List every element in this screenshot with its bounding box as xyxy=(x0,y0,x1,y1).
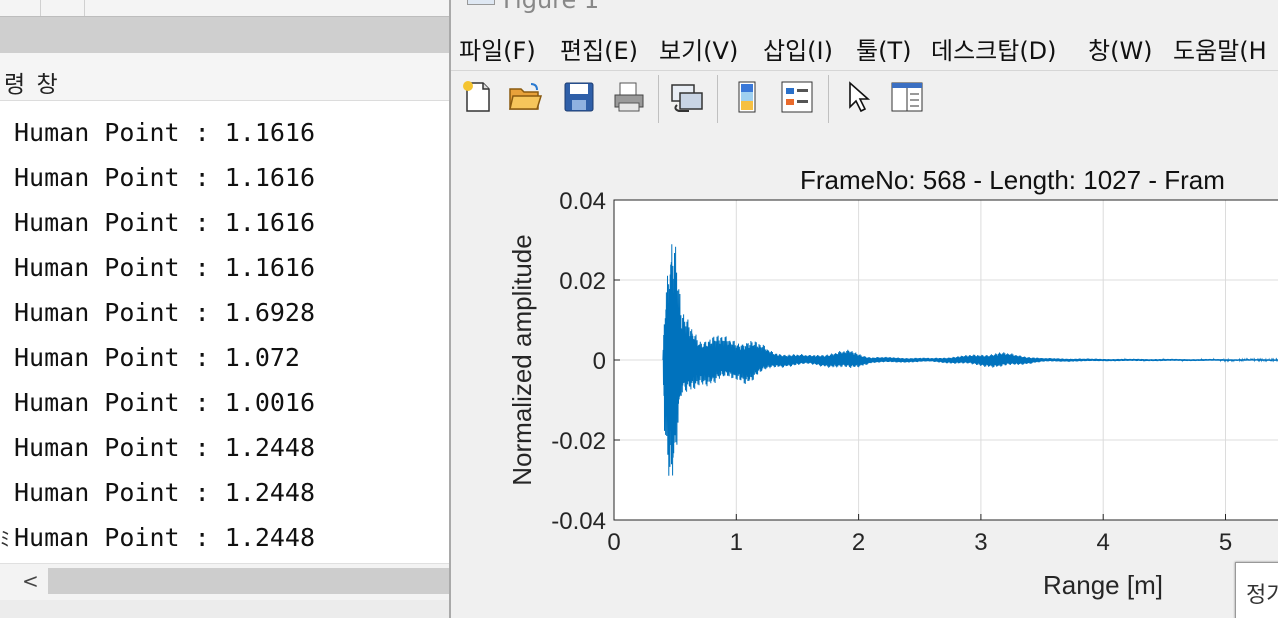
figure-canvas[interactable]: 0 1 2 3 4 5 0.04 0.02 0 -0.02 -0.04 FrameNo: 568 -… xyxy=(451,127,1278,618)
y-tick-label: 0 xyxy=(593,348,606,375)
menu-desktop[interactable]: 데스크탑(D) xyxy=(931,37,1057,65)
command-window: 령 창 Human Point : 1.1616 Human Point : 1… xyxy=(0,0,450,618)
print-icon[interactable] xyxy=(611,79,647,115)
prompt-marker-icon: ﾐ xyxy=(0,527,10,551)
x-tick-label: 5 xyxy=(1219,529,1232,556)
command-window-titlebar: 령 창 xyxy=(0,53,450,101)
figure-window-icon xyxy=(467,0,495,5)
x-tick-label: 2 xyxy=(852,529,865,556)
editor-cell xyxy=(0,0,41,16)
y-tick-label: -0.02 xyxy=(551,428,606,455)
output-line: Human Point : 1.1616 xyxy=(14,208,316,237)
legend-icon[interactable] xyxy=(779,79,815,115)
y-tick-label: -0.04 xyxy=(551,508,606,535)
command-output[interactable]: Human Point : 1.1616 Human Point : 1.161… xyxy=(14,110,444,560)
x-tick-label: 0 xyxy=(607,529,620,556)
property-editor-icon[interactable] xyxy=(889,79,925,115)
tooltip-text: 정가 xyxy=(1246,583,1278,608)
figure-toolbar xyxy=(451,70,1278,128)
output-line: Human Point : 1.2448 xyxy=(14,523,316,552)
colorbar-icon[interactable] xyxy=(729,79,765,115)
pointer-icon[interactable] xyxy=(841,79,877,115)
output-line: Human Point : 1.0016 xyxy=(14,388,316,417)
signal-series-line xyxy=(662,244,1278,476)
output-line: Human Point : 1.2448 xyxy=(14,478,316,507)
x-tick-label: 3 xyxy=(974,529,987,556)
scroll-left-icon[interactable]: < xyxy=(22,569,39,593)
toolbar-separator xyxy=(828,75,829,123)
output-line: Human Point : 1.6928 xyxy=(14,298,316,327)
status-strip xyxy=(0,600,450,618)
plot-axes[interactable]: 0 1 2 3 4 5 0.04 0.02 0 -0.02 -0.04 FrameNo: 568 -… xyxy=(451,127,1278,618)
save-icon[interactable] xyxy=(561,79,597,115)
menu-edit[interactable]: 편집(E) xyxy=(560,37,639,65)
open-file-icon[interactable] xyxy=(507,79,543,115)
toolbar-separator xyxy=(658,75,659,123)
horizontal-scrollbar[interactable]: < xyxy=(0,563,450,600)
y-tick-label: 0.02 xyxy=(559,268,606,295)
menu-bar: 파일(F) 편집(E) 보기(V) 삽입(I) 툴(T) 데스크탑(D) 창(W… xyxy=(451,26,1278,66)
command-window-title: 령 창 xyxy=(4,72,60,98)
output-line: Human Point : 1.072 xyxy=(14,343,300,372)
y-axis-label: Normalized amplitude xyxy=(507,234,537,485)
figure-window: Figure 1 파일(F) 편집(E) 보기(V) 삽입(I) 툴(T) 데스… xyxy=(449,0,1278,618)
output-line: Human Point : 1.1616 xyxy=(14,118,316,147)
menu-window[interactable]: 창(W) xyxy=(1088,37,1153,65)
editor-cell xyxy=(40,0,85,16)
x-tick-label: 1 xyxy=(730,529,743,556)
y-tick-label: 0.04 xyxy=(559,188,606,215)
axis-ticks: 0 1 2 3 4 5 0.04 0.02 0 -0.02 -0.04 xyxy=(551,188,1232,556)
new-figure-icon[interactable] xyxy=(459,79,495,115)
menu-view[interactable]: 보기(V) xyxy=(659,37,739,65)
tooltip: 정가 xyxy=(1235,562,1278,618)
toolbar-separator xyxy=(717,75,718,123)
x-tick-label: 4 xyxy=(1097,529,1110,556)
chart-title: FrameNo: 568 - Length: 1027 - Fram xyxy=(800,165,1225,195)
figure-window-title: Figure 1 xyxy=(503,0,600,14)
output-line: Human Point : 1.2448 xyxy=(14,433,316,462)
scrollbar-thumb[interactable] xyxy=(48,568,450,594)
editor-top-strip xyxy=(0,0,450,16)
panel-divider-bar[interactable] xyxy=(0,16,450,54)
menu-file[interactable]: 파일(F) xyxy=(459,37,536,65)
menu-insert[interactable]: 삽입(I) xyxy=(763,37,833,65)
x-axis-label: Range [m] xyxy=(1043,570,1163,600)
link-icon[interactable] xyxy=(669,79,705,115)
output-line: Human Point : 1.1616 xyxy=(14,253,316,282)
output-line: Human Point : 1.1616 xyxy=(14,163,316,192)
menu-tools[interactable]: 툴(T) xyxy=(856,37,912,65)
menu-help[interactable]: 도움말(H xyxy=(1173,37,1267,65)
